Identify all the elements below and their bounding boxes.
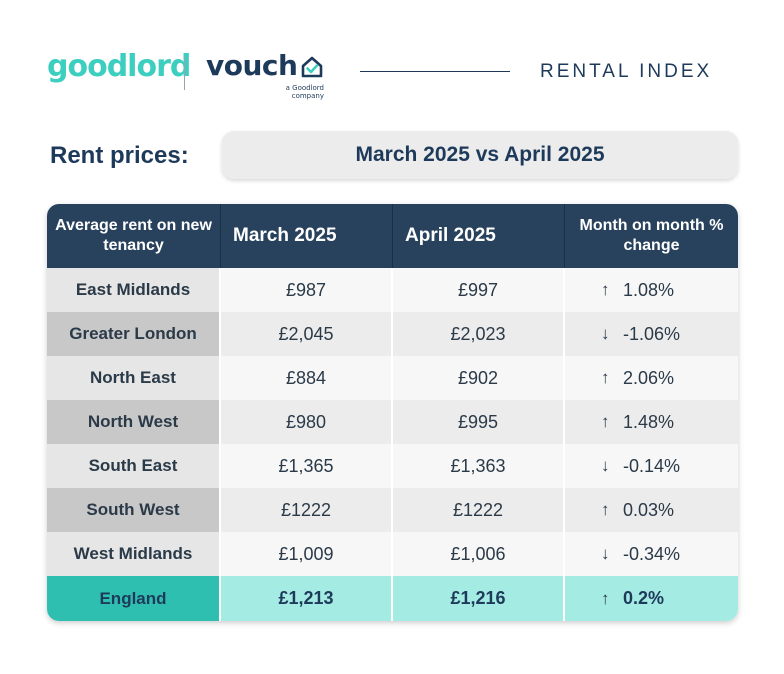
change-cell: ↑ 0.03% — [565, 488, 738, 532]
column-header-region: Average rent on new tenancy — [55, 217, 212, 254]
change-cell: ↓ -0.14% — [565, 444, 738, 488]
change-cell: ↑ 1.48% — [565, 400, 738, 444]
april-cell: £2,023 — [393, 312, 563, 356]
total-row: England £1,213 £1,216 ↑ 0.2% — [47, 576, 738, 621]
report-title: RENTAL INDEX — [540, 61, 713, 82]
arrow-up-icon: ↑ — [601, 280, 610, 299]
total-april-cell: £1,216 — [393, 576, 563, 621]
rent-table: Average rent on new tenancy March 2025 A… — [47, 204, 738, 621]
march-cell: £987 — [221, 268, 391, 312]
header-separator — [392, 204, 393, 268]
region-cell: West Midlands — [47, 532, 219, 576]
change-cell: ↓ -0.34% — [565, 532, 738, 576]
change-cell: ↑ 1.08% — [565, 268, 738, 312]
header-separator — [220, 204, 221, 268]
region-cell: Greater London — [47, 312, 219, 356]
march-cell: £1,009 — [221, 532, 391, 576]
april-cell: £1,363 — [393, 444, 563, 488]
table-row: South West £1222 £1222 ↑ 0.03% — [47, 488, 738, 532]
column-header-march: March 2025 — [233, 225, 337, 246]
region-cell: North West — [47, 400, 219, 444]
change-cell: ↓ -1.06% — [565, 312, 738, 356]
change-value: -1.06% — [623, 323, 681, 344]
arrow-down-icon: ↓ — [601, 324, 610, 343]
march-cell: £884 — [221, 356, 391, 400]
house-check-icon — [301, 56, 323, 78]
arrow-down-icon: ↓ — [601, 456, 610, 475]
table-row: Greater London £2,045 £2,023 ↓ -1.06% — [47, 312, 738, 356]
column-header-change: Month on month % change — [579, 217, 724, 254]
change-value: 2.06% — [623, 367, 675, 388]
arrow-up-icon: ↑ — [601, 368, 610, 387]
april-cell: £902 — [393, 356, 563, 400]
table-row: South East £1,365 £1,363 ↓ -0.14% — [47, 444, 738, 488]
change-cell: ↑ 2.06% — [565, 356, 738, 400]
total-change-value: 0.2% — [623, 588, 665, 608]
april-cell: £1,006 — [393, 532, 563, 576]
april-cell: £1222 — [393, 488, 563, 532]
table-header: Average rent on new tenancy March 2025 A… — [47, 204, 738, 268]
change-value: 1.08% — [623, 279, 675, 300]
total-march-cell: £1,213 — [221, 576, 391, 621]
total-region-cell: England — [47, 576, 219, 621]
period-pill: March 2025 vs April 2025 — [222, 131, 738, 179]
vouch-tagline: a Goodlord company — [282, 84, 324, 100]
region-cell: South East — [47, 444, 219, 488]
arrow-up-icon: ↑ — [601, 500, 610, 519]
vouch-tagline-line2: company — [291, 92, 324, 100]
vouch-logo: vouch — [206, 49, 298, 82]
table-row: East Midlands £987 £997 ↑ 1.08% — [47, 268, 738, 312]
period-label: March 2025 vs April 2025 — [355, 143, 605, 166]
change-value: -0.34% — [623, 543, 681, 564]
arrow-up-icon: ↑ — [601, 412, 610, 431]
april-cell: £997 — [393, 268, 563, 312]
arrow-up-icon: ↑ — [601, 588, 610, 608]
march-cell: £1,365 — [221, 444, 391, 488]
column-header-april: April 2025 — [405, 225, 496, 246]
table-row: North West £980 £995 ↑ 1.48% — [47, 400, 738, 444]
region-cell: South West — [47, 488, 219, 532]
march-cell: £980 — [221, 400, 391, 444]
goodlord-logo: goodlord — [47, 49, 191, 84]
change-value: 0.03% — [623, 499, 675, 520]
change-value: 1.48% — [623, 411, 675, 432]
march-cell: £2,045 — [221, 312, 391, 356]
total-change-cell: ↑ 0.2% — [565, 576, 738, 621]
april-cell: £995 — [393, 400, 563, 444]
march-cell: £1222 — [221, 488, 391, 532]
header-separator — [564, 204, 565, 268]
rent-prices-heading: Rent prices: — [50, 142, 189, 169]
table-row: West Midlands £1,009 £1,006 ↓ -0.34% — [47, 532, 738, 576]
arrow-down-icon: ↓ — [601, 544, 610, 563]
region-cell: North East — [47, 356, 219, 400]
header-rule — [360, 71, 510, 72]
vouch-tagline-line1: a Goodlord — [285, 84, 324, 92]
logo-divider — [184, 56, 185, 90]
region-cell: East Midlands — [47, 268, 219, 312]
table-row: North East £884 £902 ↑ 2.06% — [47, 356, 738, 400]
change-value: -0.14% — [623, 455, 681, 476]
header: goodlord vouch a Goodlord company RENTAL… — [0, 0, 784, 110]
